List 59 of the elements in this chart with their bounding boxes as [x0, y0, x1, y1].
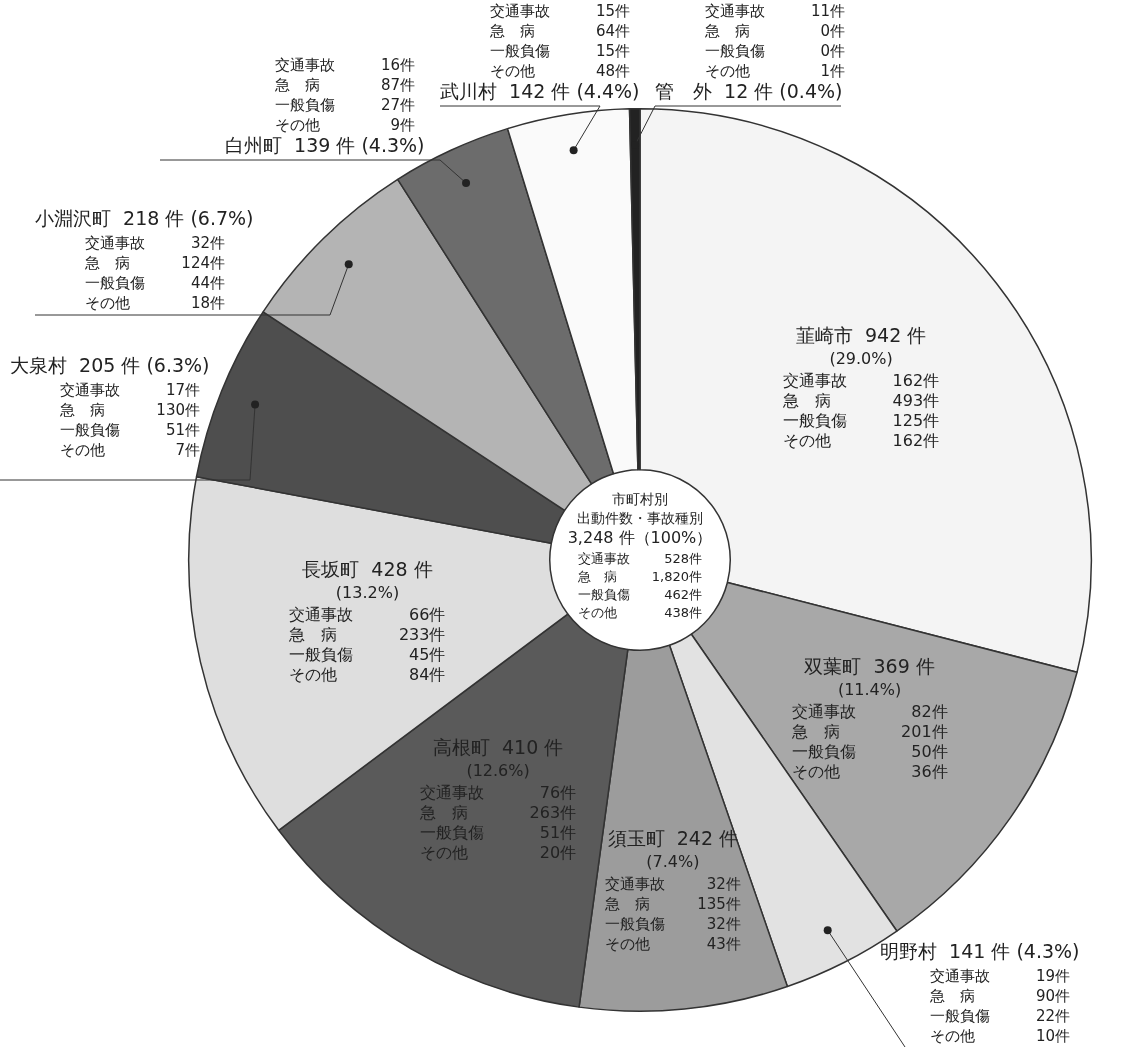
text: 交通事故 32件	[85, 234, 225, 252]
text: 一般負傷 22件	[930, 1007, 1070, 1025]
text: 一般負傷 462件	[578, 587, 702, 602]
text: その他 84件	[289, 665, 446, 685]
text: 急 病 1,820件	[578, 569, 702, 584]
text: 一般負傷 27件	[275, 96, 415, 114]
text: 急 病 233件	[289, 625, 446, 645]
text: 一般負傷 44件	[85, 274, 225, 292]
slice-label: 武川村 142 件 (4.4%)	[440, 80, 640, 102]
text: 急 病 130件	[60, 401, 200, 419]
text: 一般負傷 0件	[705, 42, 845, 60]
text: 出動件数・事故種別	[577, 510, 703, 526]
text: 市町村別	[612, 491, 668, 507]
text: 急 病 493件	[783, 390, 940, 410]
text: 交通事故 15件	[490, 2, 630, 20]
text: 交通事故 66件	[289, 605, 446, 625]
text: 交通事故 19件	[930, 967, 1070, 985]
slice-label: 高根町 410 件 (12.6%)	[432, 736, 564, 781]
text: 急 病 87件	[275, 76, 415, 94]
text: 急 病 90件	[930, 987, 1070, 1005]
text: 急 病 135件	[604, 895, 741, 914]
slice-label: 明野村 141 件 (4.3%)	[880, 940, 1080, 962]
slice-label: 小淵沢町 218 件 (6.7%)	[35, 207, 254, 229]
text: その他 1件	[705, 62, 845, 80]
text: 一般負傷 15件	[490, 42, 630, 60]
text: 急 病 124件	[85, 254, 225, 272]
slice-label: 韮崎市 942 件 (29.0%)	[795, 323, 927, 368]
text: その他 48件	[490, 62, 630, 80]
text: 交通事故 11件	[705, 2, 845, 20]
slice-label: 双葉町 369 件 (11.4%)	[804, 654, 935, 699]
text: その他 10件	[930, 1027, 1070, 1045]
text: その他 18件	[85, 294, 225, 312]
text: その他 36件	[791, 761, 948, 781]
slice-label: 管 外 12 件 (0.4%)	[655, 80, 843, 102]
text: その他 438件	[578, 605, 702, 620]
text: 交通事故 528件	[578, 551, 702, 566]
text: 交通事故 17件	[60, 381, 200, 399]
text: 急 病 64件	[490, 22, 630, 40]
text: 交通事故 162件	[783, 370, 940, 390]
text: 交通事故 16件	[275, 56, 415, 74]
text: 一般負傷 50件	[791, 741, 948, 761]
text: 急 病 0件	[705, 22, 845, 40]
text: 急 病 263件	[420, 803, 577, 823]
text: 交通事故 82件	[791, 701, 948, 721]
text: 交通事故 32件	[604, 875, 741, 894]
text: その他 20件	[420, 843, 577, 863]
text: 一般負傷 51件	[60, 421, 200, 439]
text: 3,248 件（100%）	[567, 528, 713, 547]
slice-label: 長坂町 428 件 (13.2%)	[302, 558, 433, 603]
text: 一般負傷 45件	[289, 645, 446, 665]
text: 急 病 201件	[791, 721, 948, 741]
text: その他 9件	[275, 116, 415, 134]
text: 一般負傷 125件	[783, 410, 940, 430]
text: その他 7件	[60, 441, 200, 459]
text: その他 43件	[604, 935, 741, 954]
text: その他 162件	[783, 430, 940, 450]
slice-label: 大泉村 205 件 (6.3%)	[10, 354, 210, 376]
text: 一般負傷 32件	[604, 915, 741, 934]
slice-label: 白州町 139 件 (4.3%)	[225, 134, 425, 156]
